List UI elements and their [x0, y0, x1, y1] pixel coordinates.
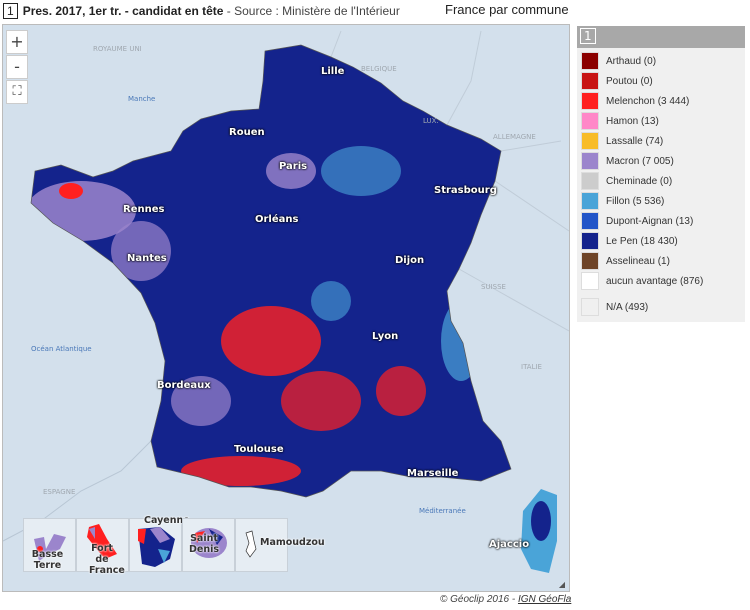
legend-label: Melenchon (3 444): [606, 95, 690, 107]
legend-swatch: [581, 92, 599, 110]
legend-label: Fillon (5 536): [606, 195, 665, 207]
zoom-out-button[interactable]: -: [6, 55, 28, 79]
zoom-in-button[interactable]: +: [6, 30, 28, 54]
country-label: ROYAUME UNI: [93, 45, 142, 53]
legend-swatch: [581, 192, 599, 210]
legend-swatch: [581, 298, 599, 316]
city-label: Nantes: [127, 253, 167, 264]
legend-swatch: [581, 252, 599, 270]
legend-swatch: [581, 212, 599, 230]
legend-label: Asselineau (1): [606, 255, 670, 267]
legend-item[interactable]: Poutou (0): [581, 71, 745, 91]
legend-label: Dupont-Aignan (13): [606, 215, 694, 227]
city-label: Paris: [279, 161, 308, 172]
ign-geofla-link[interactable]: IGN GéoFla: [517, 594, 572, 605]
city-label: Bordeaux: [157, 380, 211, 391]
city-label: Dijon: [395, 255, 425, 266]
legend-swatch: [581, 232, 599, 250]
legend-swatch: [581, 272, 599, 290]
legend-label: Macron (7 005): [606, 155, 674, 167]
overseas-insets: Basse Terre Fort de France Cayenne Saint…: [23, 515, 325, 576]
country-label: LUX.: [423, 117, 439, 125]
inset-martinique[interactable]: Fort de France: [76, 518, 129, 576]
inset-reunion[interactable]: Saint Denis: [182, 518, 235, 572]
city-label: Rouen: [229, 127, 265, 138]
inset-mayotte[interactable]: Mamoudzou: [235, 518, 325, 572]
map-footer: © Géoclip 2016 - IGN GéoFla: [440, 594, 571, 605]
resize-handle-icon[interactable]: ◢: [558, 580, 565, 589]
legend-item[interactable]: N/A (493): [581, 297, 745, 317]
city-label: Lyon: [372, 331, 399, 342]
copyright-text: © Géoclip 2016 -: [440, 594, 518, 605]
city-label: Lille: [321, 66, 345, 77]
legend-item[interactable]: aucun avantage (876): [581, 271, 745, 291]
legend-item[interactable]: Lassalle (74): [581, 131, 745, 151]
map-svg: [3, 30, 569, 573]
legend-swatch: [581, 132, 599, 150]
city-label: Rennes: [123, 204, 165, 215]
sea-label: Méditerranée: [419, 507, 466, 515]
legend-swatch: [581, 112, 599, 130]
legend-header: 1: [577, 26, 745, 48]
legend-item[interactable]: Fillon (5 536): [581, 191, 745, 211]
legend-item[interactable]: Dupont-Aignan (13): [581, 211, 745, 231]
city-label: Ajaccio: [489, 539, 530, 550]
city-label: Strasbourg: [434, 185, 497, 196]
city-label: Marseille: [407, 468, 459, 479]
legend-number: 1: [580, 28, 596, 44]
legend-item[interactable]: Arthaud (0): [581, 51, 745, 71]
legend-label: aucun avantage (876): [606, 275, 704, 287]
legend-swatch: [581, 172, 599, 190]
legend-item[interactable]: Macron (7 005): [581, 151, 745, 171]
legend-item[interactable]: Hamon (13): [581, 111, 745, 131]
legend-panel: 1 Arthaud (0) Poutou (0) Melenchon (3 444)…: [577, 26, 745, 322]
sea-label: Manche: [128, 95, 156, 103]
legend-label: N/A (493): [606, 301, 649, 313]
legend-swatch: [581, 52, 599, 70]
legend-label: Le Pen (18 430): [606, 235, 678, 247]
map-number: 1: [3, 3, 18, 19]
city-label: Orléans: [255, 214, 299, 225]
legend-label: Lassalle (74): [606, 135, 664, 147]
legend-swatch: [581, 72, 599, 90]
legend-item[interactable]: Asselineau (1): [581, 251, 745, 271]
country-label: BELGIQUE: [361, 65, 397, 73]
map-source: - Source : Ministère de l'Intérieur: [223, 4, 400, 18]
inset-guyane[interactable]: Cayenne: [129, 515, 190, 572]
legend-label: Hamon (13): [606, 115, 659, 127]
legend-item[interactable]: Cheminade (0): [581, 171, 745, 191]
legend-item[interactable]: Melenchon (3 444): [581, 91, 745, 111]
legend-label: Arthaud (0): [606, 55, 657, 67]
sea-label: Océan Atlantique: [31, 345, 92, 353]
city-label: Toulouse: [234, 444, 284, 455]
map-canvas[interactable]: + - ⛶ ROYAUME UNI BELGIQUE LUX. ALLEMAGN…: [2, 24, 570, 592]
legend-label: Cheminade (0): [606, 175, 673, 187]
inset-guadeloupe[interactable]: Basse Terre: [23, 518, 76, 572]
fullscreen-icon[interactable]: ⛶: [6, 80, 28, 104]
country-label: ITALIE: [521, 363, 542, 371]
map-header: 1 Pres. 2017, 1er tr. - candidat en tête…: [3, 3, 400, 19]
map-title: Pres. 2017, 1er tr. - candidat en tête: [22, 4, 224, 18]
country-label: ESPAGNE: [43, 488, 76, 496]
legend-swatch: [581, 152, 599, 170]
country-label: ALLEMAGNE: [493, 133, 536, 141]
legend-label: Poutou (0): [606, 75, 653, 87]
country-label: SUISSE: [481, 283, 506, 291]
legend-item[interactable]: Le Pen (18 430): [581, 231, 745, 251]
geographic-level-selector[interactable]: France par commune: [445, 2, 569, 17]
